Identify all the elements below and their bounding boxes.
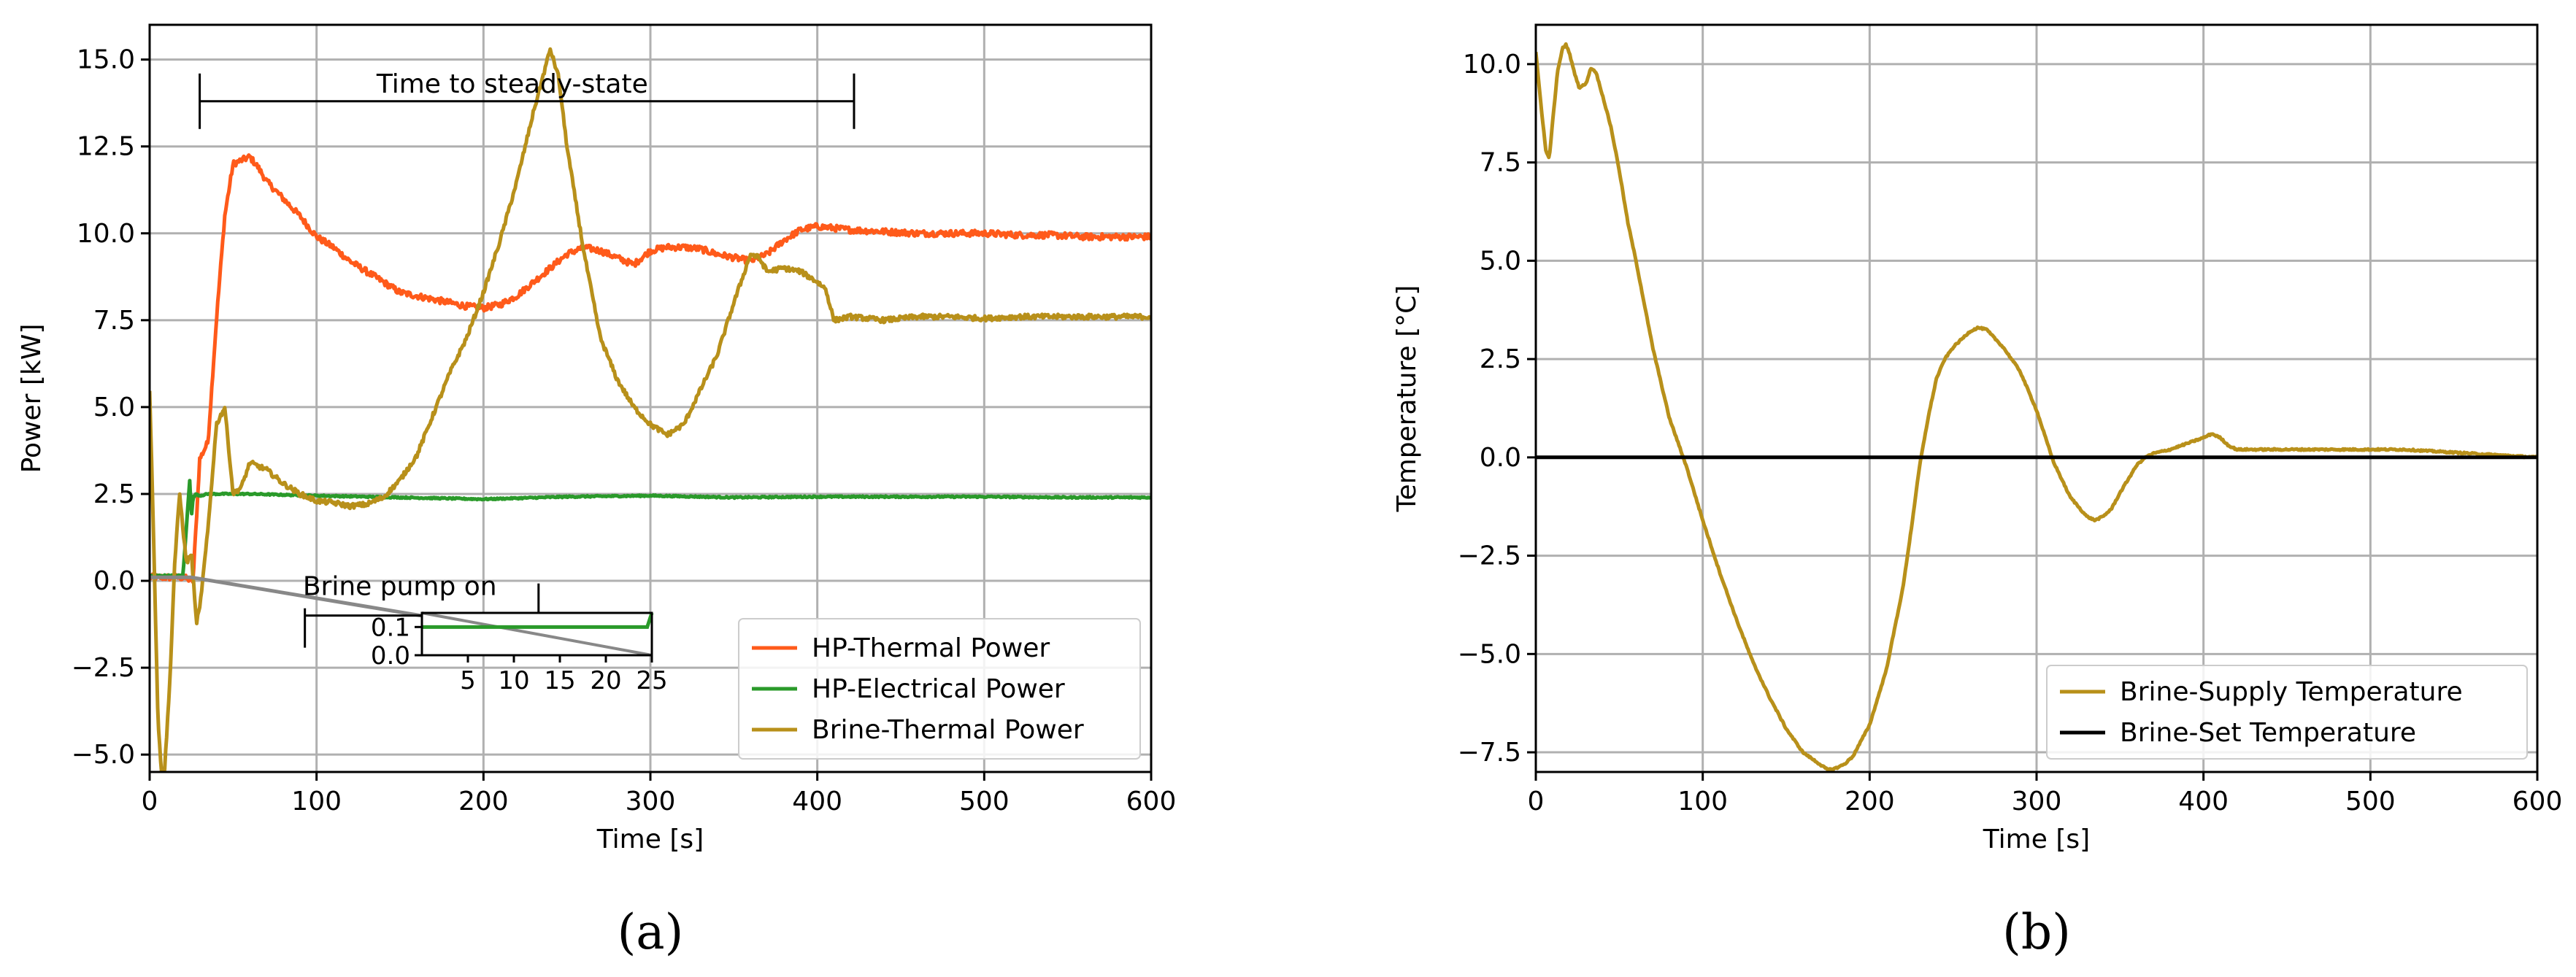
y-tick-label: 2.5 [93,479,135,509]
panel-b-y-axis-label: Temperature [°C] [1392,285,1422,513]
brine-pump-label: Brine pump on [303,572,497,602]
legend-label-brine-set: Brine-Set Temperature [2120,718,2416,748]
y-tick-label: 12.5 [77,132,135,162]
x-tick-label: 0 [1528,787,1545,816]
panel-b-legend: Brine-Supply Temperature Brine-Set Tempe… [2046,665,2528,760]
inset-x-tick-label: 25 [636,666,667,695]
legend-label-brine-supply: Brine-Supply Temperature [2120,677,2463,707]
y-tick-label: 5.0 [1480,246,1521,276]
legend-label-hp-thermal: HP-Thermal Power [812,633,1050,663]
panel-b: 0 100 200 300 400 500 600 −7.5 −5.0 −2.5 0.0 2.5 5.0… [1392,23,2563,960]
panel-a-ticks: 0 100 200 300 400 500 600 −5.0 −2.5 0.0 2.5 5.0 7.5 1… [72,45,1177,816]
y-tick-label: −7.5 [1458,738,1521,768]
x-tick-label: 500 [2345,787,2396,816]
y-tick-label: −2.5 [1458,541,1521,571]
y-tick-label: 0.0 [1480,443,1521,473]
y-tick-label: −5.0 [1458,639,1521,669]
y-tick-label: 5.0 [93,393,135,422]
inset-series [421,611,654,657]
series-line-brine-thermal-power [150,47,1151,772]
y-tick-label: 10.0 [1463,50,1521,80]
y-tick-label: 2.5 [1480,344,1521,374]
legend-label-hp-electrical: HP-Electrical Power [812,674,1065,704]
panel-a-y-axis-label: Power [kW] [17,324,47,474]
x-tick-label: 300 [2012,787,2062,816]
inset-y-tick-label: 0.1 [371,613,410,642]
y-tick-label: 0.0 [93,566,135,596]
inset-y-tick-label: 0.0 [371,641,410,671]
panel-b-legend-box [2046,665,2528,760]
series-line-hp-thermal-power [150,153,1151,584]
panel-b-label: (b) [2002,904,2071,960]
inset-plot: 5 10 15 20 25 0.00.1 [371,611,668,695]
panel-b-x-axis-label: Time [s] [1983,825,2090,854]
x-tick-label: 500 [959,787,1010,816]
panel-a-legend: HP-Thermal Power HP-Electrical Power Bri… [738,618,1141,760]
x-tick-label: 400 [792,787,842,816]
panel-b-grid [1534,25,2539,772]
panel-a-label: (a) [618,904,684,960]
y-tick-label: 7.5 [1480,148,1521,178]
panel-b-ticks: 0 100 200 300 400 500 600 −7.5 −5.0 −2.5 0.0 2.5 5.0… [1458,50,2563,816]
legend-label-brine-thermal: Brine-Thermal Power [812,715,1084,745]
y-tick-label: −5.0 [72,740,135,770]
inset-x-tick-label: 5 [460,666,476,695]
panel-a-annotations: Time to steady-state Brine pump on [199,69,856,648]
inset-ticks: 5 10 15 20 25 0.00.1 [371,613,668,695]
x-tick-label: 400 [2178,787,2229,816]
y-tick-label: 7.5 [93,306,135,336]
y-tick-label: 15.0 [77,45,135,75]
series-line-brine-supply-temperature [1536,42,2537,772]
inset-green-line [422,612,654,629]
series-line-hp-electrical-power [150,479,1151,579]
panel-a-series [150,47,1151,772]
x-tick-label: 300 [626,787,676,816]
y-tick-label: −2.5 [72,653,135,683]
panel-b-series [1536,42,2537,772]
inset-gray-line [421,611,653,657]
x-tick-label: 200 [1845,787,1895,816]
inset-x-tick-label: 20 [590,666,621,695]
inset-x-tick-label: 15 [544,666,575,695]
panel-a-legend-box [738,618,1141,760]
x-tick-label: 600 [2512,787,2563,816]
steady-state-label: Time to steady-state [376,69,648,99]
x-tick-label: 200 [458,787,509,816]
panel-a-x-axis-label: Time [s] [596,825,704,854]
x-tick-label: 100 [291,787,342,816]
inset-x-tick-label: 10 [498,666,529,695]
y-tick-label: 10.0 [77,219,135,249]
panel-a: Time to steady-state Brine pump on 5 10 15… [17,23,1177,960]
inset-frame [420,611,653,657]
x-tick-label: 600 [1126,787,1177,816]
x-tick-label: 100 [1677,787,1728,816]
x-tick-label: 0 [142,787,158,816]
